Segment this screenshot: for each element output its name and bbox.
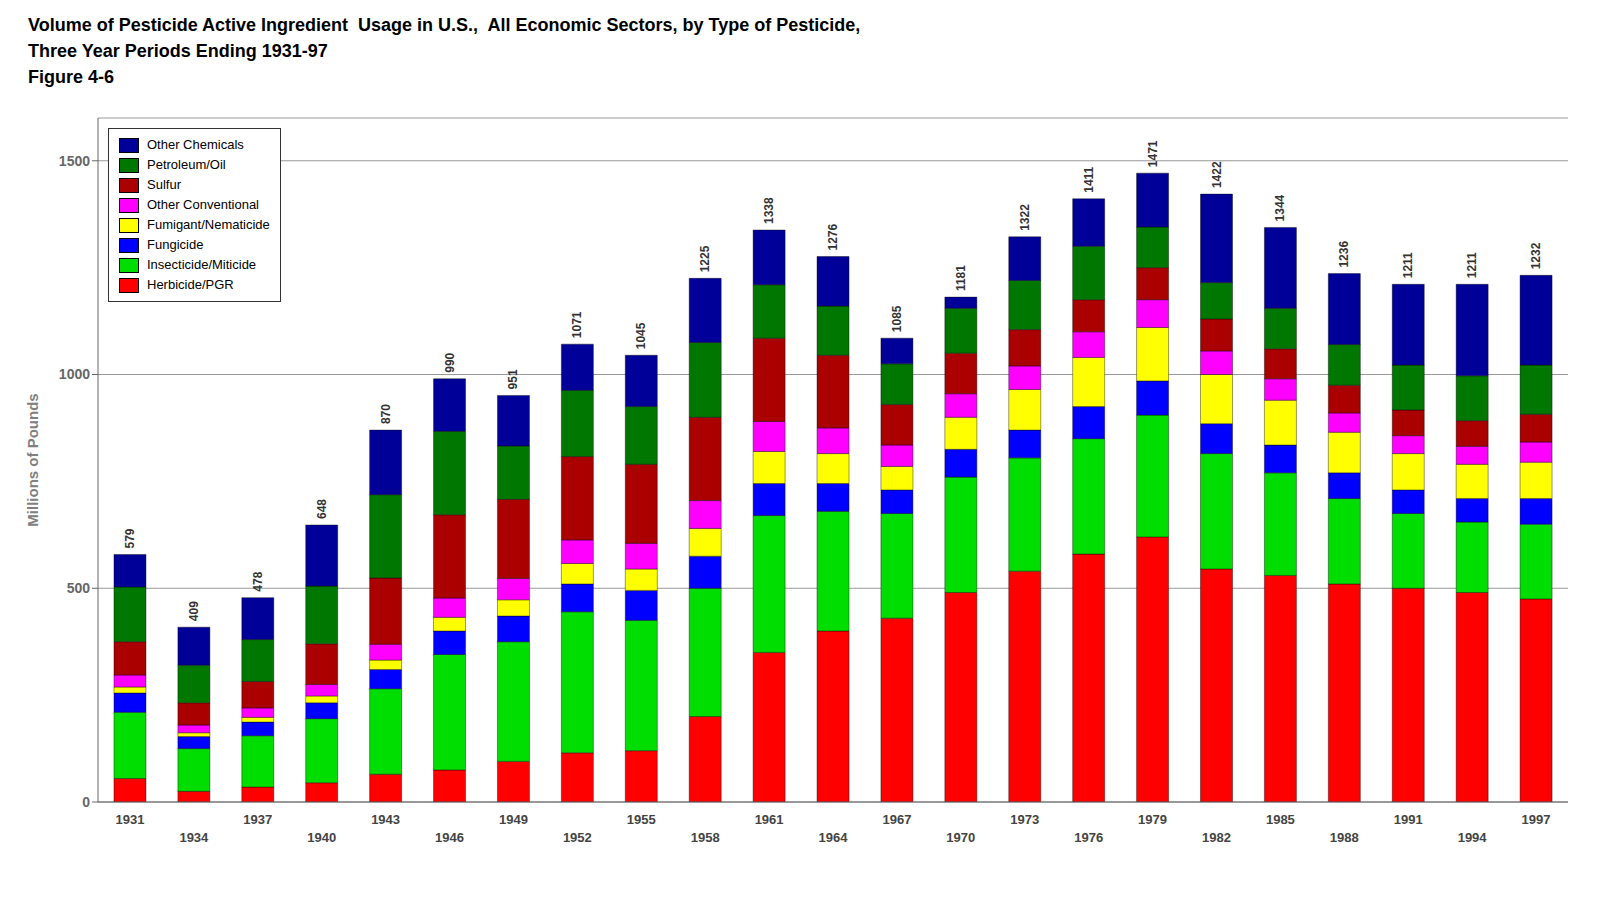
svg-text:1952: 1952: [563, 830, 592, 845]
svg-text:1225: 1225: [698, 245, 712, 272]
svg-text:1967: 1967: [882, 812, 911, 827]
html-text:Fungicide: Fungicide: [147, 237, 204, 252]
svg-text:648: 648: [315, 499, 329, 519]
svg-text:1976: 1976: [1074, 830, 1103, 845]
svg-text:1276: 1276: [826, 223, 840, 250]
svg-text:579: 579: [123, 528, 137, 548]
svg-text:1997: 1997: [1522, 812, 1551, 827]
html-text:Three Year Periods Ending 1931: Three Year Periods Ending 1931-97: [28, 41, 328, 61]
svg-text:500: 500: [67, 580, 91, 596]
svg-text:1000: 1000: [59, 366, 90, 382]
svg-text:1211: 1211: [1401, 252, 1415, 278]
svg-text:1181: 1181: [954, 265, 968, 291]
svg-text:1982: 1982: [1202, 830, 1231, 845]
svg-text:1344: 1344: [1273, 194, 1287, 221]
svg-text:1994: 1994: [1458, 830, 1488, 845]
html-text:Volume of Pesticide Active Ing: Volume of Pesticide Active Ingredient Us…: [28, 15, 861, 35]
svg-text:1411: 1411: [1082, 166, 1096, 192]
svg-text:1211: 1211: [1465, 252, 1479, 278]
svg-text:1943: 1943: [371, 812, 400, 827]
svg-text:0: 0: [82, 794, 90, 810]
svg-text:1955: 1955: [627, 812, 656, 827]
html-text:Sulfur: Sulfur: [147, 177, 181, 192]
svg-text:951: 951: [506, 369, 520, 389]
svg-text:1422: 1422: [1210, 161, 1224, 188]
html-text:Herbicide/PGR: Herbicide/PGR: [147, 277, 234, 292]
svg-text:1961: 1961: [755, 812, 784, 827]
svg-text:1931: 1931: [115, 812, 144, 827]
html-text:Figure 4-6: Figure 4-6: [28, 67, 114, 87]
svg-text:1236: 1236: [1337, 241, 1351, 268]
svg-text:1985: 1985: [1266, 812, 1295, 827]
svg-text:1988: 1988: [1330, 830, 1359, 845]
svg-text:1949: 1949: [499, 812, 528, 827]
svg-text:1071: 1071: [570, 311, 584, 338]
svg-text:1964: 1964: [819, 830, 849, 845]
svg-text:1940: 1940: [307, 830, 336, 845]
svg-text:1958: 1958: [691, 830, 720, 845]
svg-text:1946: 1946: [435, 830, 464, 845]
svg-text:1934: 1934: [179, 830, 209, 845]
svg-text:990: 990: [443, 352, 457, 372]
svg-text:1979: 1979: [1138, 812, 1167, 827]
html-text:Other Conventional: Other Conventional: [147, 197, 259, 212]
html-text:Petroleum/Oil: Petroleum/Oil: [147, 157, 226, 172]
svg-text:870: 870: [379, 404, 393, 424]
html-text:Fumigant/Nematicide: Fumigant/Nematicide: [147, 217, 270, 232]
svg-text:409: 409: [187, 601, 201, 621]
svg-text:1232: 1232: [1529, 242, 1543, 269]
svg-text:1338: 1338: [762, 197, 776, 224]
html-text:Other Chemicals: Other Chemicals: [147, 137, 244, 152]
svg-text:1937: 1937: [243, 812, 272, 827]
svg-text:1991: 1991: [1394, 812, 1423, 827]
svg-text:1045: 1045: [634, 322, 648, 349]
html-text:Insecticide/Miticide: Insecticide/Miticide: [147, 257, 257, 272]
svg-text:1500: 1500: [59, 153, 90, 169]
svg-text:1322: 1322: [1018, 204, 1032, 231]
svg-text:478: 478: [251, 571, 265, 591]
svg-text:Millions of Pounds: Millions of Pounds: [24, 393, 41, 526]
svg-text:1085: 1085: [890, 305, 904, 332]
svg-text:1471: 1471: [1146, 140, 1160, 167]
svg-text:1973: 1973: [1010, 812, 1039, 827]
svg-text:1970: 1970: [946, 830, 975, 845]
